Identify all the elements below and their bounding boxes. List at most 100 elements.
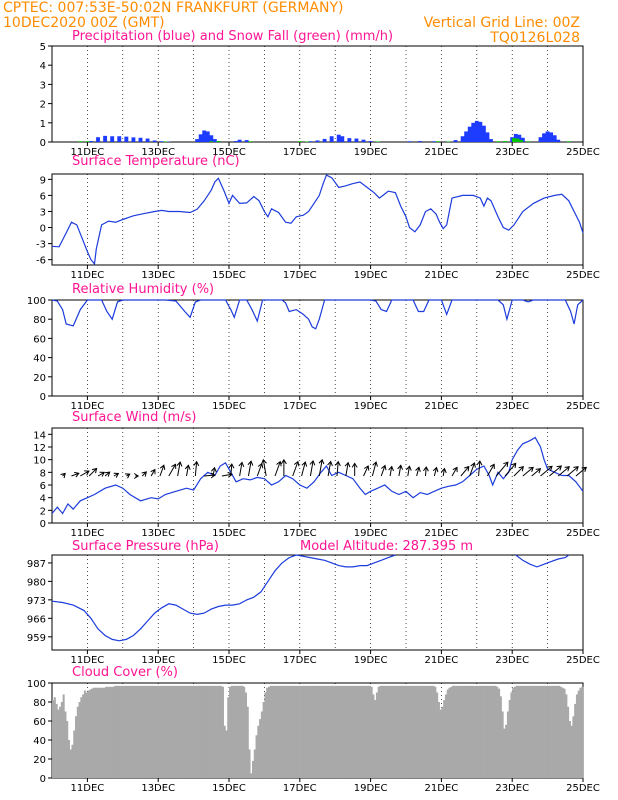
cloud-bar — [144, 685, 147, 778]
precip-bar — [124, 136, 129, 142]
y-tick-label: 0 — [40, 224, 46, 235]
cloud-bar — [182, 685, 186, 778]
cloud-bar — [151, 685, 154, 778]
wind-arrow — [327, 461, 332, 477]
x-tick-label: 19DEC — [354, 270, 388, 281]
precip-bar — [453, 140, 458, 142]
cloud-bar — [528, 685, 531, 778]
y-tick-label: 40 — [33, 736, 46, 747]
cloud-bar — [113, 685, 117, 778]
cloud-bar — [544, 685, 547, 778]
plot-frame — [51, 554, 584, 651]
series-line — [51, 554, 396, 642]
wind-arrow-head — [564, 466, 570, 472]
wind-arrow — [540, 465, 553, 477]
cloud-bar — [59, 706, 62, 778]
wind-arrow-head — [327, 460, 333, 467]
cloud-bar — [545, 685, 548, 778]
cloud-bar — [522, 685, 525, 778]
wind-arrow — [549, 465, 562, 477]
cloud-bar — [250, 773, 253, 778]
precip-bar — [145, 138, 150, 142]
precip-bar — [520, 137, 525, 142]
y-tick-label: 6 — [40, 191, 46, 202]
cloud-bar — [439, 709, 442, 778]
cloud-bar — [322, 685, 325, 778]
cloud-bar — [89, 689, 92, 778]
cloud-bar — [425, 685, 428, 778]
wind-arrow-head — [397, 464, 404, 470]
cloud-bar — [227, 697, 230, 778]
cloud-bar — [248, 749, 251, 778]
cloud-bar — [220, 685, 223, 778]
x-tick-label: 25DEC — [566, 147, 600, 158]
cloud-bar — [195, 685, 198, 778]
wind-arrow-head — [104, 471, 111, 477]
cloud-bar — [229, 686, 232, 778]
x-tick-label: 19DEC — [354, 783, 388, 794]
wind-arrow — [309, 460, 314, 477]
wind-arrow — [292, 461, 299, 477]
x-tick-label: 17DEC — [283, 783, 317, 794]
wind-arrow-head — [503, 461, 509, 467]
cloud-bar — [276, 685, 279, 778]
x-tick-label: 19DEC — [354, 528, 388, 539]
series-line — [51, 299, 584, 330]
cloud-bar — [572, 716, 575, 778]
cloud-bar — [310, 685, 313, 778]
cloud-bar — [321, 685, 324, 778]
cloud-bar — [344, 685, 347, 778]
cloud-bar — [494, 685, 497, 778]
cloud-bar — [416, 685, 419, 778]
precip-bar — [549, 132, 554, 142]
cloud-bar — [271, 685, 274, 778]
cloud-bar — [579, 687, 582, 778]
cloud-bar — [391, 685, 394, 778]
wind-arrow-head — [415, 466, 421, 472]
precip-bar — [315, 140, 320, 142]
wind-arrow-head — [464, 465, 470, 472]
cloud-bar — [413, 685, 416, 778]
cloud-bar — [444, 694, 448, 778]
x-tick-label: 11DEC — [71, 401, 105, 412]
x-tick-label: 15DEC — [212, 528, 246, 539]
wind-arrow-head — [113, 472, 120, 478]
y-tick-label: 60 — [33, 717, 46, 728]
cloud-bar — [540, 685, 543, 778]
precip-bar — [322, 138, 327, 142]
wind-arrow — [212, 467, 216, 477]
series-line — [51, 174, 584, 266]
wind-arrow — [522, 466, 534, 477]
cloud-bar — [402, 685, 405, 778]
wind-arrow-head — [280, 458, 287, 465]
wind-arrow — [150, 469, 156, 477]
wind-arrow — [566, 466, 579, 477]
cloud-bar — [283, 685, 286, 778]
cloud-bar — [421, 685, 424, 778]
y-tick-label: -6 — [36, 256, 46, 267]
cloud-bar — [131, 685, 134, 778]
cloud-bar — [313, 685, 317, 778]
x-tick-label: 25DEC — [566, 270, 600, 281]
cloud-bar — [529, 685, 532, 778]
cloud-bar — [390, 685, 393, 778]
cloud-bar — [398, 685, 401, 778]
cloud-bar — [505, 724, 508, 778]
cloud-bar — [418, 685, 421, 778]
cloud-bar — [124, 685, 127, 778]
precip-bar — [545, 131, 550, 142]
cloud-bar — [420, 685, 423, 778]
cloud-bar — [119, 685, 122, 778]
cloud-bar — [551, 685, 554, 778]
wind-arrow-head — [388, 465, 394, 472]
cloud-bar — [174, 685, 177, 778]
wind-arrow-head — [84, 470, 90, 476]
wind-arrow — [247, 461, 252, 477]
cloud-bar — [473, 685, 476, 778]
cloud-bar — [512, 687, 515, 778]
x-tick-label: 25DEC — [566, 528, 600, 539]
humidity-panel: 0 20 40 60 80 100 11DEC 13DEC 15DEC 17DEC 19DEC 21D… — [27, 282, 600, 412]
cloud-bar — [115, 685, 118, 778]
cloud-bar — [99, 687, 102, 778]
cloud-bar — [205, 685, 209, 778]
